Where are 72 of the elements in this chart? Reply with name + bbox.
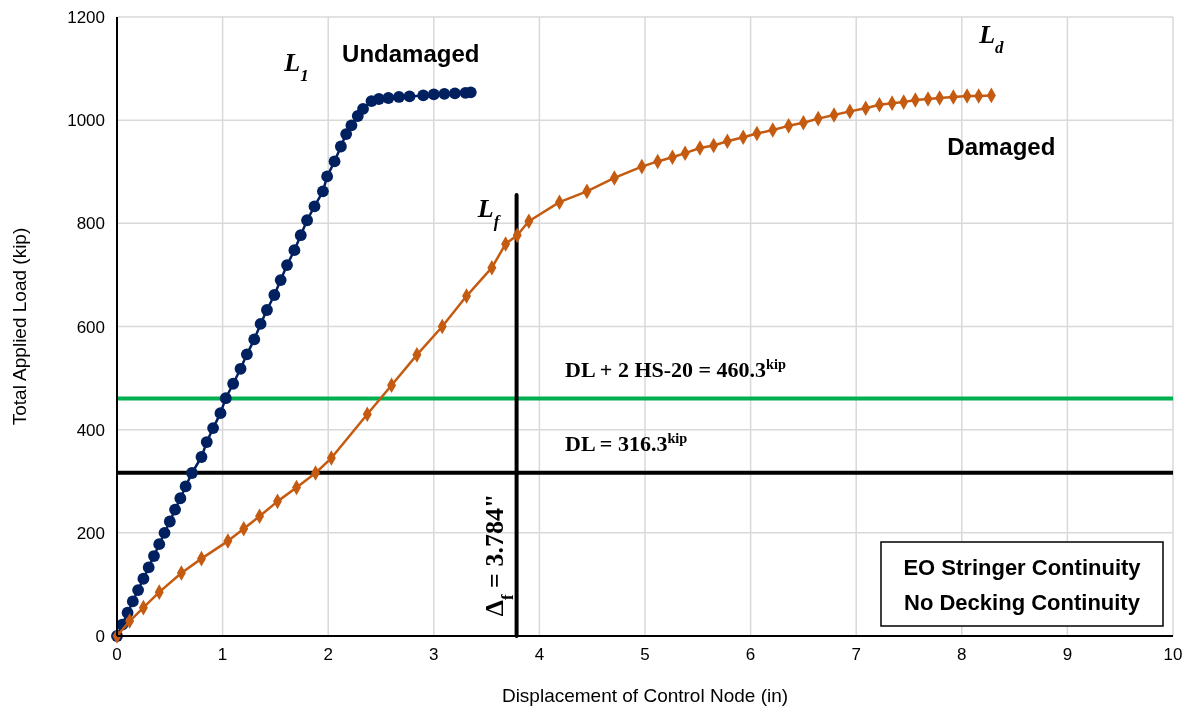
point: [254, 318, 267, 330]
y-tick-label: 0: [95, 627, 105, 646]
point: [234, 362, 247, 375]
series-label: Undamaged: [342, 40, 480, 68]
point: [417, 89, 430, 102]
point: [219, 392, 232, 405]
x-tick-label: 10: [1163, 645, 1183, 664]
y-tick-label: 200: [76, 523, 105, 543]
point: [227, 377, 240, 390]
ref-line-label: DL = 316.3$^{kip}$: [565, 429, 688, 456]
x-tick-label: 9: [1062, 645, 1073, 664]
y-axis-title: Total Applied Load (kip): [9, 227, 30, 426]
point: [449, 87, 461, 100]
x-tick-label: 1: [217, 645, 228, 664]
point: [334, 140, 347, 153]
point: [274, 274, 287, 286]
x-tick-label: 2: [323, 645, 333, 664]
point: [137, 572, 150, 585]
point: [261, 304, 273, 316]
point: [357, 102, 369, 115]
x-tick-label: 8: [957, 645, 967, 664]
point: [403, 90, 416, 103]
point: [382, 92, 395, 104]
point: [288, 244, 301, 257]
point: [281, 259, 293, 272]
x-tick-label: 4: [534, 645, 545, 664]
series-label: Damaged: [947, 133, 1056, 161]
point: [195, 451, 208, 463]
point: [207, 422, 220, 435]
point: [126, 595, 139, 608]
ref-line-label: DL + 2 HS-20 = 460.3$^{kip}$: [565, 355, 787, 382]
point: [240, 348, 253, 361]
annotation: L$_{d}$: [978, 20, 1005, 57]
point: [214, 407, 227, 420]
point: [142, 561, 155, 574]
point: [174, 492, 187, 505]
y-tick-label: 800: [76, 214, 105, 234]
y-tick-label: 1000: [67, 111, 105, 131]
point: [153, 538, 166, 551]
y-tick-label: 600: [76, 317, 105, 337]
point: [321, 170, 334, 183]
point: [328, 155, 341, 168]
point: [158, 526, 171, 539]
annotation: EO Stringer Continuity No Decking Continuity: [903, 555, 1142, 615]
point: [169, 503, 181, 516]
point: [248, 333, 261, 346]
y-tick-label: 400: [76, 420, 105, 440]
point: [294, 229, 307, 242]
point: [200, 436, 213, 448]
point: [163, 515, 176, 528]
x-axis-title: Displacement of Control Node (in): [501, 685, 789, 706]
point: [438, 87, 451, 100]
point: [393, 91, 405, 103]
x-tick-label: 3: [429, 645, 439, 664]
point: [340, 128, 353, 140]
point: [427, 88, 440, 101]
point: [301, 214, 313, 227]
x-tick-label: 6: [745, 645, 756, 664]
point: [345, 119, 358, 132]
point: [179, 480, 192, 493]
point: [148, 550, 160, 562]
point: [308, 200, 321, 213]
annotation: L$_{f}$: [476, 193, 502, 231]
x-tick-label: 0: [112, 645, 122, 664]
point: [132, 584, 145, 596]
point: [186, 467, 198, 479]
y-tick-label: 1200: [67, 8, 105, 27]
annotation: L$_{1}$: [283, 48, 309, 85]
point: [317, 185, 329, 198]
x-tick-label: 7: [851, 645, 861, 664]
x-tick-label: 5: [640, 645, 650, 664]
point: [268, 289, 281, 301]
